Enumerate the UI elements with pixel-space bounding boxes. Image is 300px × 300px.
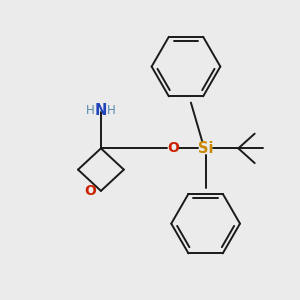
- Text: H: H: [86, 104, 95, 117]
- Text: Si: Si: [198, 141, 213, 156]
- Text: O: O: [167, 141, 179, 155]
- Text: H: H: [107, 104, 116, 117]
- Text: N: N: [95, 103, 107, 118]
- Text: O: O: [85, 184, 96, 198]
